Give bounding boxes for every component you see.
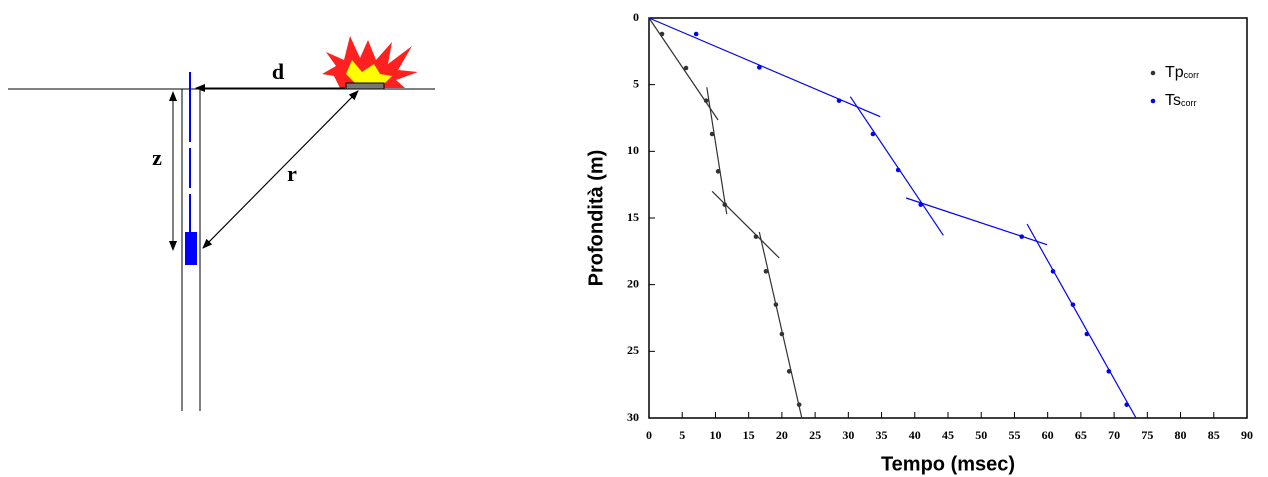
x-tick-label: 40 [909,428,921,442]
explosion-core [346,60,392,84]
source [345,82,385,90]
data-point [683,65,689,71]
legend-label: Tpcorr [1165,64,1199,81]
x-tick-label: 55 [1008,428,1020,442]
x-tick-label: 60 [1042,428,1054,442]
data-point [836,98,842,103]
legend-marker [1150,70,1156,76]
x-tick-label: 70 [1108,428,1120,442]
legend-name: Tp [1165,64,1184,81]
x-tick-label: 5 [679,428,685,442]
data-point [1106,369,1112,374]
legend-subscript: corr [1181,98,1197,108]
y-tick-label: 30 [627,410,639,424]
data-point [870,131,876,137]
d-label: d [272,59,284,84]
y-tick-label: 20 [627,276,639,290]
y-tick-label: 0 [633,10,639,24]
legend-label: Tscorr [1165,92,1197,109]
z-label: z [152,145,162,170]
x-tick-label: 85 [1208,428,1220,442]
x-tick-label: 20 [776,428,788,442]
x-tick-label: 15 [743,428,755,442]
data-point [756,65,762,70]
fit-line [711,190,780,259]
explosion [322,36,418,88]
data-point [659,31,665,37]
borehole-diagram: d z r [8,36,435,411]
data-point [753,234,759,239]
legend-name: Ts [1165,92,1181,109]
r-label: r [287,161,297,186]
data-point [786,369,792,374]
y-tick-label: 15 [627,210,639,224]
fit-line [849,96,944,236]
x-tick-label: 35 [876,428,888,442]
data-point [703,98,709,103]
y-axis-title: Profondità (m) [585,150,607,287]
data-point [693,31,699,37]
data-point [763,269,769,274]
fit-line [706,87,728,215]
x-tick-label: 75 [1141,428,1153,442]
fit-line [648,17,881,118]
fit-line [758,231,803,419]
x-axis-title: Tempo (msec) [881,453,1015,475]
y-tick-label: 25 [627,343,639,357]
x-tick-label: 90 [1241,428,1253,442]
data-point [722,202,728,207]
data-point [895,167,901,173]
data-point [715,169,721,174]
x-tick-label: 65 [1075,428,1087,442]
data-point [1070,302,1076,307]
y-tick-label: 10 [627,143,639,157]
data-point [773,302,779,307]
x-tick-label: 25 [809,428,821,442]
geophone [185,232,197,265]
legend-marker [1150,98,1156,104]
x-tick-label: 45 [942,428,954,442]
data-point [796,402,802,407]
legend-subscript: corr [1184,70,1200,80]
y-tick-label: 5 [633,76,639,90]
x-tick-label: 30 [842,428,854,442]
fit-line [905,197,1048,246]
r-arrow [202,90,359,249]
data-point [1124,402,1130,407]
x-tick-label: 80 [1175,428,1187,442]
x-tick-label: 50 [975,428,987,442]
data-point [1084,331,1090,337]
data-point [709,131,715,137]
data-point [918,202,924,207]
data-point [779,331,785,337]
x-tick-label: 10 [709,428,721,442]
data-point [1050,269,1056,274]
x-tick-label: 0 [646,428,652,442]
data-point [1019,234,1025,239]
fit-line [1026,223,1137,419]
